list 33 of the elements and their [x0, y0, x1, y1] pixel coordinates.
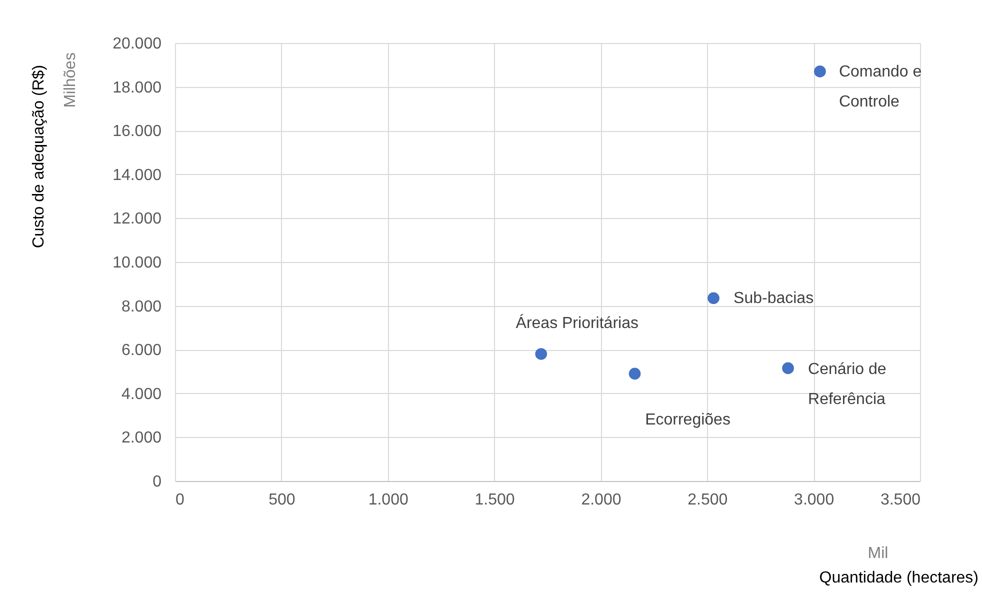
y-axis-title: Custo de adequação (R$)	[30, 64, 48, 248]
y-tick-label: 8.000	[121, 298, 162, 316]
annotation: Sub-bacias	[734, 290, 814, 308]
annotation: Cenário de Referência	[808, 361, 886, 408]
x-tick-label: 1.000	[368, 492, 408, 508]
x-axis-title: Quantidade (hectares)	[819, 570, 978, 586]
x-tick-label: 500	[268, 492, 296, 508]
x-tick-label: 2.500	[688, 492, 728, 508]
y-tick-label: 2.000	[121, 430, 162, 447]
y-tick-label: 20.000	[112, 36, 162, 52]
y-tick-label: 0	[152, 474, 162, 490]
x-tick-label: 0	[176, 492, 184, 508]
point	[814, 66, 826, 78]
x-tick-label: 3.000	[794, 492, 834, 508]
point	[782, 362, 794, 374]
annotation: Comando e Controle	[838, 63, 922, 110]
y-tick-label: 12.000	[112, 210, 162, 228]
y-tick-label: 16.000	[112, 123, 162, 140]
text: Mil	[868, 545, 888, 562]
x-tick-label: 2.000	[581, 492, 622, 508]
y-tick-label: 18.000	[112, 79, 162, 96]
x-tick-label: 1.500	[474, 492, 515, 508]
y-tick-label: 4.000	[121, 386, 162, 403]
x-tick-label: 3.500	[880, 492, 921, 508]
y-tick-label: 14.000	[112, 166, 162, 184]
point	[535, 348, 548, 360]
point	[628, 368, 641, 380]
y-tick-label: 10.000	[112, 254, 162, 272]
annotation: Áreas Prioritárias	[516, 314, 638, 332]
annotation: Ecorregiões	[645, 412, 730, 429]
point	[708, 292, 720, 304]
text: Milhões	[62, 52, 79, 108]
y-tick-label: 6.000	[121, 342, 162, 360]
